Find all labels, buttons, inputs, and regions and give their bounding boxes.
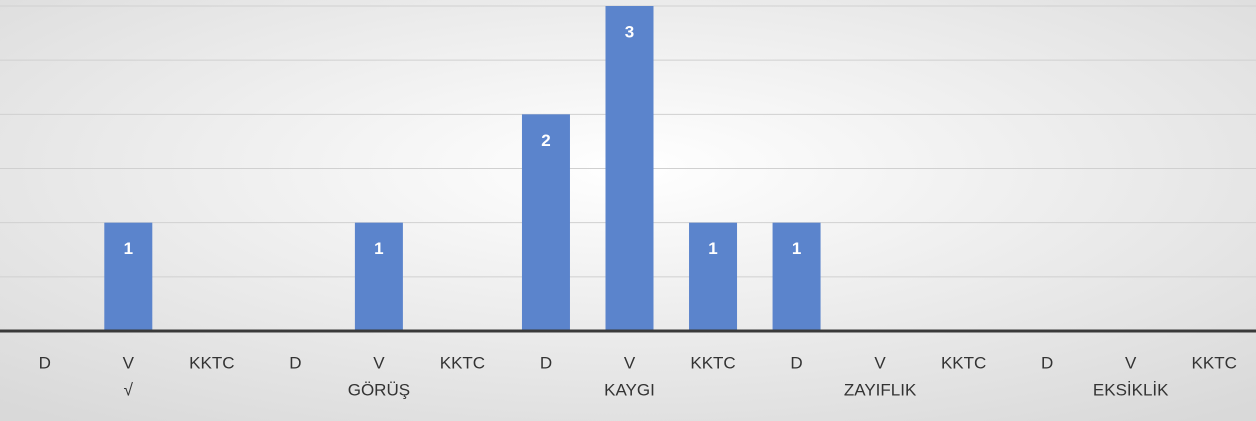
bar <box>772 222 821 331</box>
group-label: EKSİKLİK <box>1093 380 1169 399</box>
x-tick-label: KKTC <box>189 353 234 372</box>
x-tick-label: D <box>1041 353 1053 372</box>
bar <box>605 6 654 331</box>
bar <box>104 222 153 331</box>
x-tick-label: V <box>624 353 636 372</box>
group-label: √ <box>124 380 134 399</box>
x-tick-label: KKTC <box>690 353 735 372</box>
x-tick-label: D <box>39 353 51 372</box>
x-tick-label: D <box>540 353 552 372</box>
value-label: 1 <box>124 239 133 258</box>
x-tick-label: KKTC <box>440 353 485 372</box>
x-tick-label: V <box>123 353 135 372</box>
value-label: 1 <box>708 239 717 258</box>
x-tick-label: KKTC <box>1192 353 1237 372</box>
x-tick-label: D <box>790 353 802 372</box>
x-tick-label: D <box>289 353 301 372</box>
bar <box>689 222 738 331</box>
value-label: 3 <box>625 22 634 41</box>
value-label: 2 <box>541 131 550 150</box>
x-tick-label: V <box>373 353 385 372</box>
group-label: ZAYIFLIK <box>844 380 917 399</box>
bar <box>521 114 570 331</box>
x-tick-label: V <box>1125 353 1137 372</box>
x-tick-label: V <box>874 353 886 372</box>
x-tick-label: KKTC <box>941 353 986 372</box>
value-label: 1 <box>374 239 383 258</box>
bar <box>354 222 403 331</box>
value-label: 1 <box>792 239 801 258</box>
group-label: KAYGI <box>604 380 655 399</box>
group-label: GÖRÜŞ <box>348 380 410 399</box>
